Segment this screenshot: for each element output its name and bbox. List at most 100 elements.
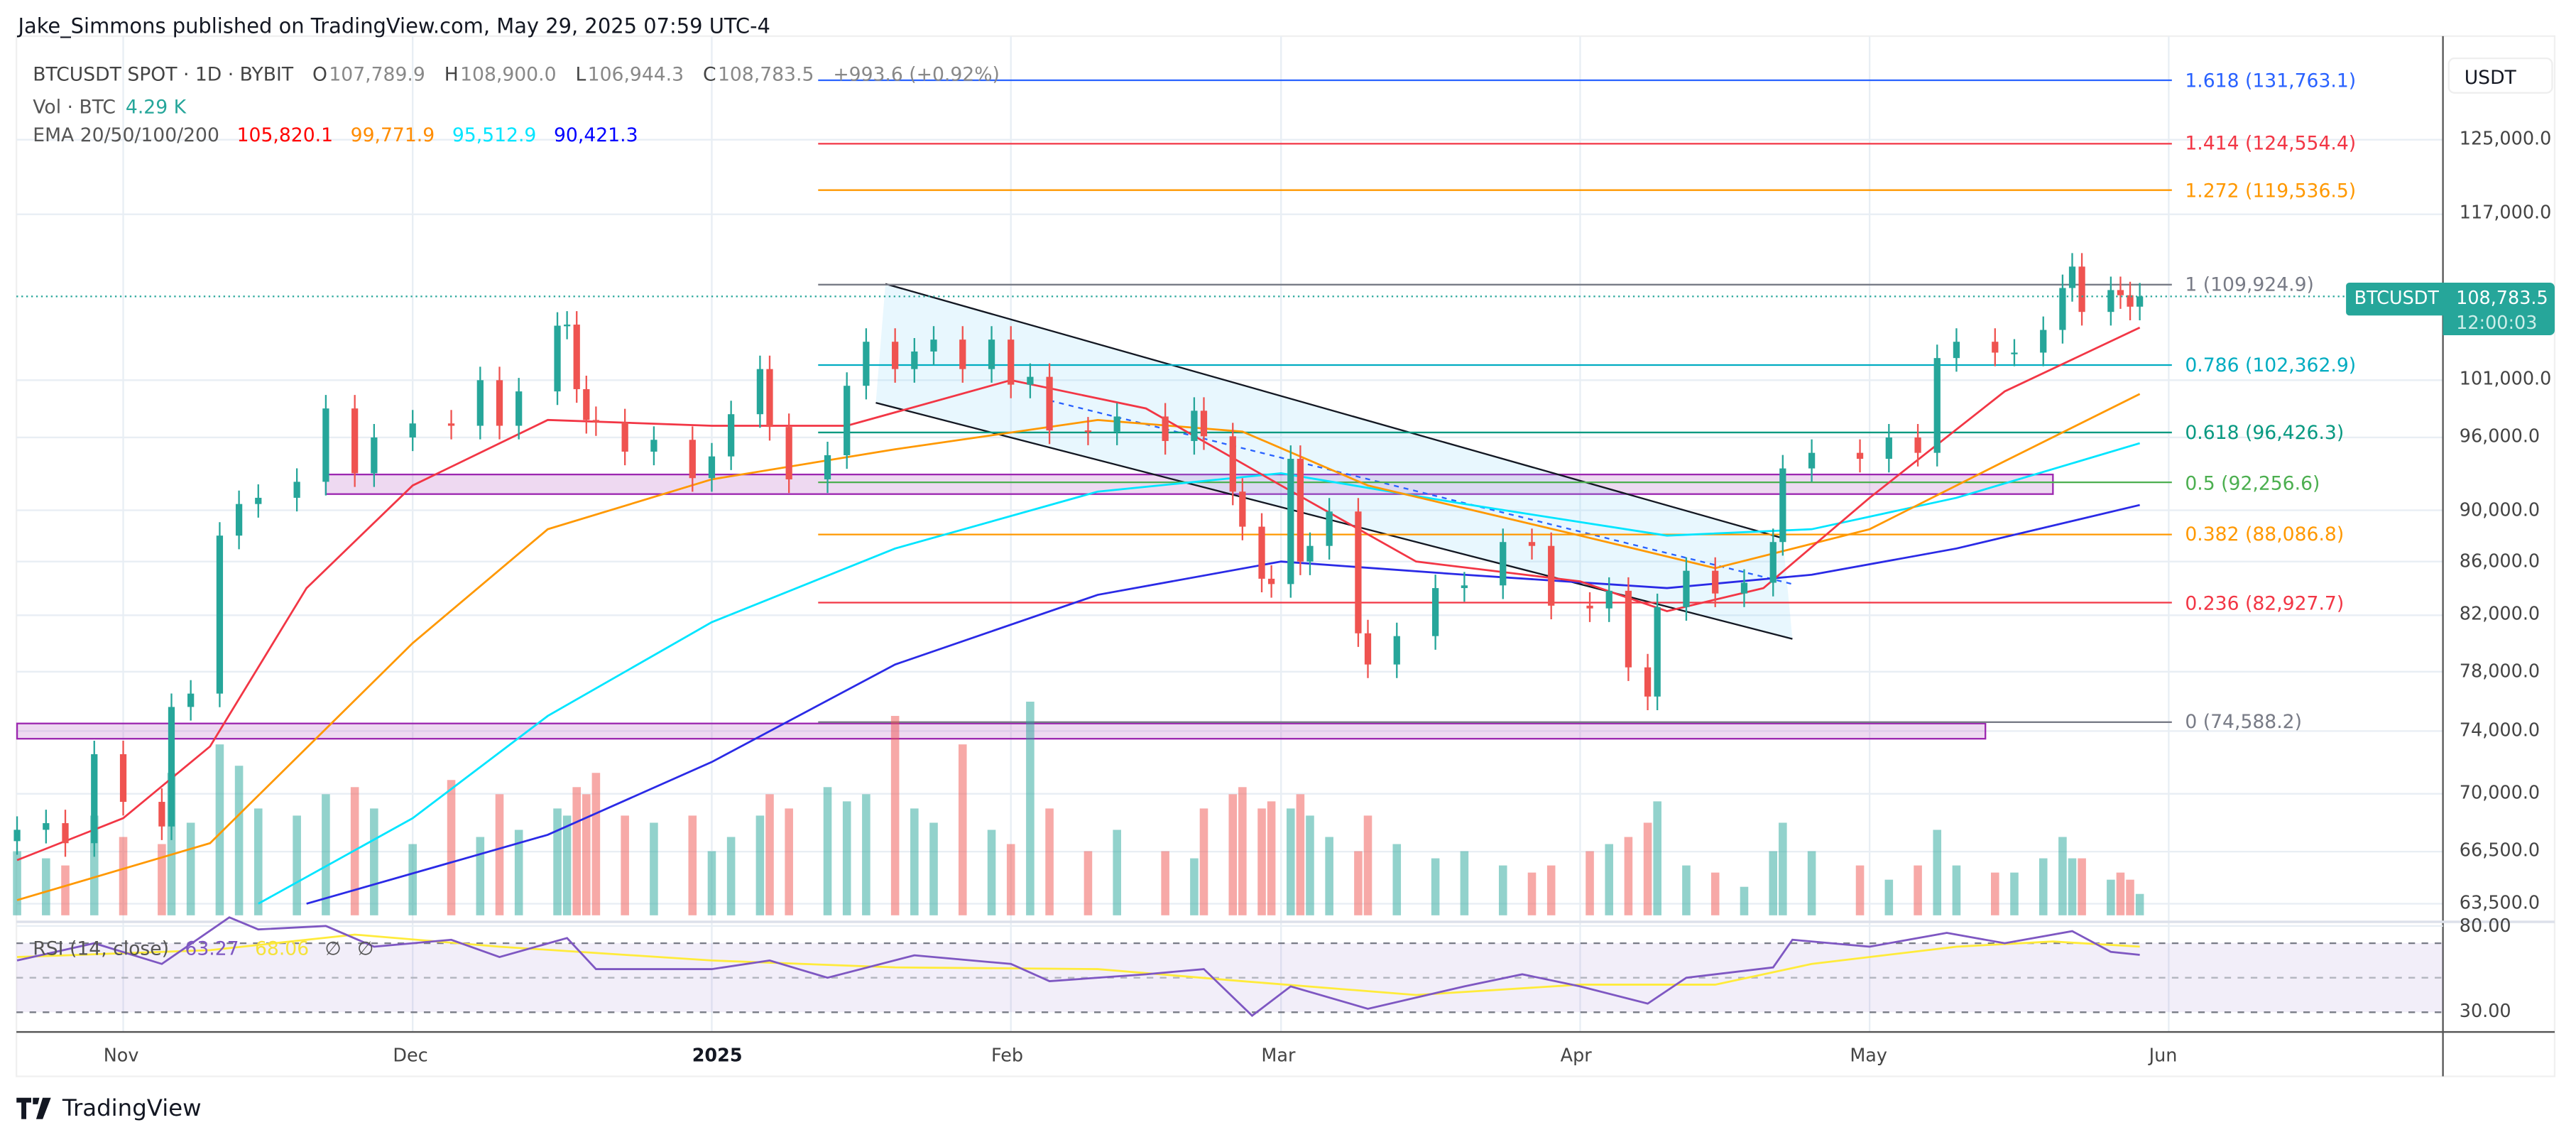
candle-body [1046, 376, 1053, 431]
support-zone [16, 722, 1987, 740]
volume-bar [2068, 858, 2077, 915]
ema-label[interactable]: EMA 20/50/100/200 [33, 123, 219, 146]
candle [824, 442, 831, 494]
volume-bar [186, 822, 195, 915]
price-tick-label: 125,000.0 [2459, 128, 2552, 150]
candle-body [1306, 545, 1314, 562]
ema100-value: 95,512.9 [452, 123, 537, 146]
volume-bar [1325, 837, 1333, 915]
volume-bar [707, 851, 716, 915]
volume-bar [89, 815, 99, 915]
rsi-legend: RSI (14, close) 63.27 68.06 ∅ ∅ [33, 937, 373, 959]
candle [515, 378, 523, 440]
candle-body [2059, 288, 2066, 330]
ema20-value: 105,820.1 [236, 123, 334, 146]
tradingview-logo[interactable]: TradingView [16, 1096, 202, 1122]
volume-bar [785, 808, 793, 915]
candle [1992, 328, 1999, 366]
candle-body [13, 830, 21, 842]
fib-label: 1 (109,924.9) [2185, 273, 2314, 296]
candle-body [1644, 667, 1652, 697]
fib-label: 0 (74,588.2) [2185, 710, 2302, 734]
rsi-label[interactable]: RSI (14, close) [33, 936, 170, 960]
candle-body [583, 388, 590, 420]
volume-bar [958, 744, 967, 915]
ema50-value: 99,771.9 [350, 123, 435, 146]
candle [1297, 445, 1304, 575]
candle [216, 522, 224, 707]
candle [1528, 528, 1536, 560]
candle-body [1528, 542, 1536, 546]
candle-body [824, 455, 831, 479]
symbol-label[interactable]: BTCUSDT SPOT · 1D · BYBIT [33, 62, 294, 86]
candle-body [756, 369, 764, 415]
candle [62, 810, 69, 857]
volume-bar [2010, 872, 2019, 915]
volume-bar [842, 801, 851, 915]
price-tick-label: 90,000.0 [2459, 499, 2540, 521]
candle [563, 311, 571, 339]
candle-body [1287, 459, 1294, 584]
candle-body [1239, 491, 1246, 527]
candle-body [1808, 452, 1816, 469]
volume-bar [1161, 851, 1169, 915]
fib-label: 0.382 (88,086.8) [2185, 523, 2345, 546]
price-tick-label: 70,000.0 [2459, 782, 2540, 804]
ohlc-legend: BTCUSDT SPOT · 1D · BYBIT O 107,789.9 H 10… [33, 62, 1013, 85]
candle-body [1933, 358, 1941, 453]
volume-bar [1769, 851, 1778, 915]
volume-bar [167, 773, 176, 915]
candle-body [1027, 376, 1034, 385]
candle [911, 337, 918, 383]
candle [2078, 253, 2085, 326]
candle-body [1769, 542, 1777, 583]
volume-bar [2116, 872, 2125, 915]
candle-body [1586, 605, 1593, 609]
time-tick-label: Nov [103, 1045, 139, 1067]
volume-bar [1045, 808, 1054, 915]
candle [1654, 593, 1661, 710]
candle [1258, 513, 1265, 593]
candle-body [2040, 330, 2047, 353]
volume-bar [890, 716, 900, 915]
low-value: 106,944.3 [587, 62, 684, 86]
candle-body [2068, 266, 2076, 288]
candle [2117, 276, 2124, 309]
fib-label: 1.414 (124,554.4) [2185, 132, 2357, 156]
candle [573, 311, 580, 403]
candle [1644, 653, 1652, 710]
volume-bar [215, 744, 224, 915]
volume-bar [1527, 872, 1537, 915]
candle [728, 401, 735, 470]
volume-bar [1682, 865, 1691, 915]
candle [592, 406, 600, 436]
candle [1306, 532, 1314, 575]
candle [1191, 397, 1198, 455]
rsi-ma-line [17, 933, 2140, 996]
time-tick-label: Dec [393, 1045, 428, 1067]
candle [1586, 592, 1593, 622]
candle [2107, 276, 2114, 326]
volume-bar [293, 815, 301, 915]
volume-bar [582, 794, 591, 915]
candle [844, 372, 851, 469]
volume-bar [562, 815, 572, 915]
volume-bar [253, 808, 263, 915]
candle [708, 442, 716, 492]
volume-label[interactable]: Vol · BTC [33, 95, 116, 119]
volume-bar [1431, 858, 1440, 915]
volume-bar [591, 773, 601, 915]
currency-button[interactable]: USDT [2447, 57, 2553, 94]
candle-body [322, 408, 329, 482]
candle-body [863, 342, 870, 386]
close-value: 108,783.5 [717, 62, 814, 86]
volume-bar [322, 794, 330, 915]
volume-bar [119, 837, 128, 915]
candle-body [168, 707, 175, 827]
candle-body [1200, 410, 1208, 437]
candle-body [2136, 296, 2144, 307]
volume-bar [1392, 844, 1402, 915]
candle-body [1914, 437, 1921, 453]
candle-body [1084, 430, 1092, 433]
